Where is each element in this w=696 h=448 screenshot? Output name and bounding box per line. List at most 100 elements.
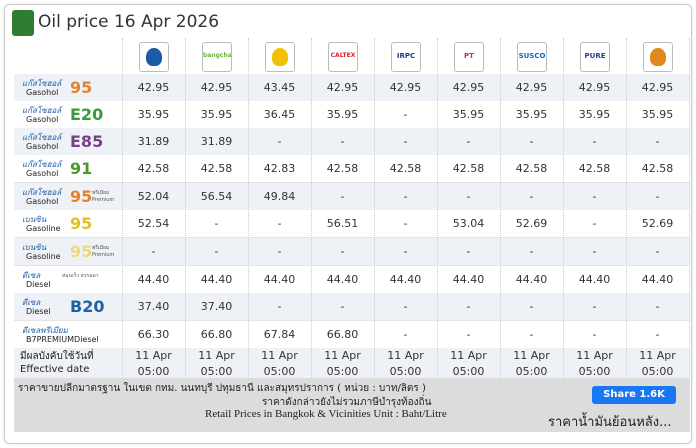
price: 44.40 xyxy=(200,273,233,286)
price: 44.40 xyxy=(326,273,359,286)
fuel-english: Gasohol xyxy=(26,142,59,151)
fuel-code: 95 xyxy=(70,187,93,206)
row-bg xyxy=(14,210,690,238)
price: 52.54 xyxy=(137,217,170,230)
history-link[interactable]: ราคาน้ำมันย้อนหลัง... xyxy=(548,415,672,430)
col-sep xyxy=(374,38,375,378)
effective-date: 11 Apr xyxy=(135,349,172,362)
effective-time: 05:00 xyxy=(389,365,422,378)
price: 42.95 xyxy=(326,81,359,94)
price: - xyxy=(529,245,534,258)
price: 52.04 xyxy=(137,190,170,203)
frame xyxy=(4,4,692,444)
col-sep xyxy=(122,38,123,378)
price: - xyxy=(403,108,408,121)
price: - xyxy=(340,135,345,148)
price: - xyxy=(655,328,660,341)
price: 53.04 xyxy=(452,217,485,230)
fuel-english: Gasohol xyxy=(26,115,59,124)
effective-time: 05:00 xyxy=(137,365,170,378)
row-bg xyxy=(14,101,690,129)
fuel-english: Gasohol xyxy=(26,88,59,97)
price: 35.95 xyxy=(641,108,674,121)
pump-icon xyxy=(12,10,34,36)
price: 35.95 xyxy=(326,108,359,121)
fuel-thai: ดีเซล xyxy=(22,271,41,280)
logo xyxy=(139,42,169,72)
effective-date: 11 Apr xyxy=(639,349,676,362)
price: 42.95 xyxy=(137,81,170,94)
price: - xyxy=(340,190,345,203)
price: 66.80 xyxy=(200,328,233,341)
price: 44.40 xyxy=(137,273,170,286)
price: 31.89 xyxy=(200,135,233,148)
price: - xyxy=(655,190,660,203)
fuel-thai: แก๊สโซฮอล์ xyxy=(22,79,62,88)
price: - xyxy=(340,300,345,313)
footer-line: ราคาดังกล่าวยังไม่รวมภาษีบำรุงท้องถิ่น xyxy=(262,397,432,408)
fuel-suffix-thai: พรีเมียม xyxy=(92,190,110,196)
price: 42.95 xyxy=(389,81,422,94)
logo-text: PURE xyxy=(584,52,606,60)
fuel-suffix: Premium xyxy=(92,197,115,203)
price: 35.95 xyxy=(515,108,548,121)
price: 37.40 xyxy=(200,300,233,313)
price: - xyxy=(340,245,345,258)
price: 42.95 xyxy=(200,81,233,94)
price: - xyxy=(214,217,219,230)
row-bg xyxy=(14,238,690,266)
price: 42.58 xyxy=(452,162,485,175)
row-bg xyxy=(14,155,690,183)
price: 49.84 xyxy=(263,190,296,203)
effective-time: 05:00 xyxy=(515,365,548,378)
fuel-english: Gasoline xyxy=(26,224,61,233)
price: 44.40 xyxy=(641,273,674,286)
fuel-thai: แก๊สโซฮอล์ xyxy=(22,188,62,197)
fuel-code: 95 xyxy=(70,242,93,261)
logo: PT xyxy=(454,42,484,72)
price: 44.40 xyxy=(578,273,611,286)
logo xyxy=(643,42,673,72)
price: - xyxy=(277,300,282,313)
price: - xyxy=(151,245,156,258)
col-sep xyxy=(311,38,312,378)
effective-time: 05:00 xyxy=(326,365,359,378)
price: - xyxy=(655,300,660,313)
price: 42.58 xyxy=(515,162,548,175)
price: - xyxy=(466,328,471,341)
share-button[interactable]: Share 1.6K xyxy=(592,386,676,404)
price: - xyxy=(466,300,471,313)
price: 42.58 xyxy=(389,162,422,175)
price: - xyxy=(277,245,282,258)
fuel-code: E20 xyxy=(70,105,104,124)
price: 35.95 xyxy=(452,108,485,121)
price: 35.95 xyxy=(137,108,170,121)
price: - xyxy=(277,135,282,148)
fuel-suffix-thai: หมุนเร็ว ธรรมดา xyxy=(62,273,99,279)
logo-text: CALTEX xyxy=(330,52,356,59)
row-bg xyxy=(14,293,690,321)
price: - xyxy=(529,190,534,203)
fuel-english: Diesel xyxy=(26,280,51,289)
fuel-suffix-thai: พรีเมียม xyxy=(92,245,110,251)
logo-text: bangchak xyxy=(203,52,232,59)
logo: bangchak xyxy=(202,42,232,72)
fuel-english: Gasoline xyxy=(26,252,61,261)
effective-date: 11 Apr xyxy=(324,349,361,362)
price: 37.40 xyxy=(137,300,170,313)
logo xyxy=(265,42,295,72)
fuel-thai: แก๊สโซฮอล์ xyxy=(22,160,62,169)
price: - xyxy=(277,217,282,230)
price: 56.54 xyxy=(200,190,233,203)
effective-date: 11 Apr xyxy=(198,349,235,362)
col-sep xyxy=(437,38,438,378)
effective-time: 05:00 xyxy=(200,365,233,378)
price: 52.69 xyxy=(515,217,548,230)
effective-date: 11 Apr xyxy=(513,349,550,362)
effective-date: 11 Apr xyxy=(387,349,424,362)
row-bg xyxy=(14,348,690,378)
footer-band xyxy=(14,378,690,432)
price: 35.95 xyxy=(200,108,233,121)
effective-time: 05:00 xyxy=(263,365,296,378)
